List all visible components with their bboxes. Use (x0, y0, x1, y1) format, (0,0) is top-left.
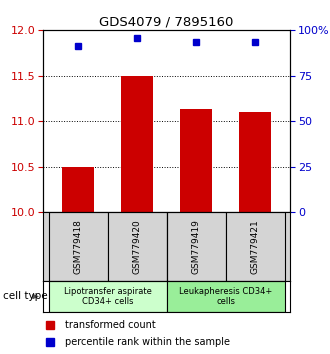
Text: GSM779421: GSM779421 (250, 219, 259, 274)
Bar (180, 109, 212, 212)
Text: transformed count: transformed count (65, 320, 156, 330)
Text: cell type: cell type (3, 291, 48, 302)
Title: GDS4079 / 7895160: GDS4079 / 7895160 (99, 16, 234, 29)
Text: Leukapheresis CD34+
cells: Leukapheresis CD34+ cells (179, 287, 272, 306)
Text: GSM779420: GSM779420 (133, 219, 142, 274)
Text: GSM779418: GSM779418 (74, 219, 83, 274)
Bar (167, 281, 284, 312)
Bar (62, 167, 94, 212)
Bar (167, 212, 226, 281)
Bar (49, 212, 108, 281)
Bar (108, 212, 167, 281)
Text: percentile rank within the sample: percentile rank within the sample (65, 337, 230, 347)
Bar (121, 76, 153, 212)
Text: Lipotransfer aspirate
CD34+ cells: Lipotransfer aspirate CD34+ cells (64, 287, 152, 306)
Bar (49, 281, 167, 312)
Bar (239, 112, 271, 212)
Bar (226, 212, 284, 281)
Text: GSM779419: GSM779419 (192, 219, 201, 274)
